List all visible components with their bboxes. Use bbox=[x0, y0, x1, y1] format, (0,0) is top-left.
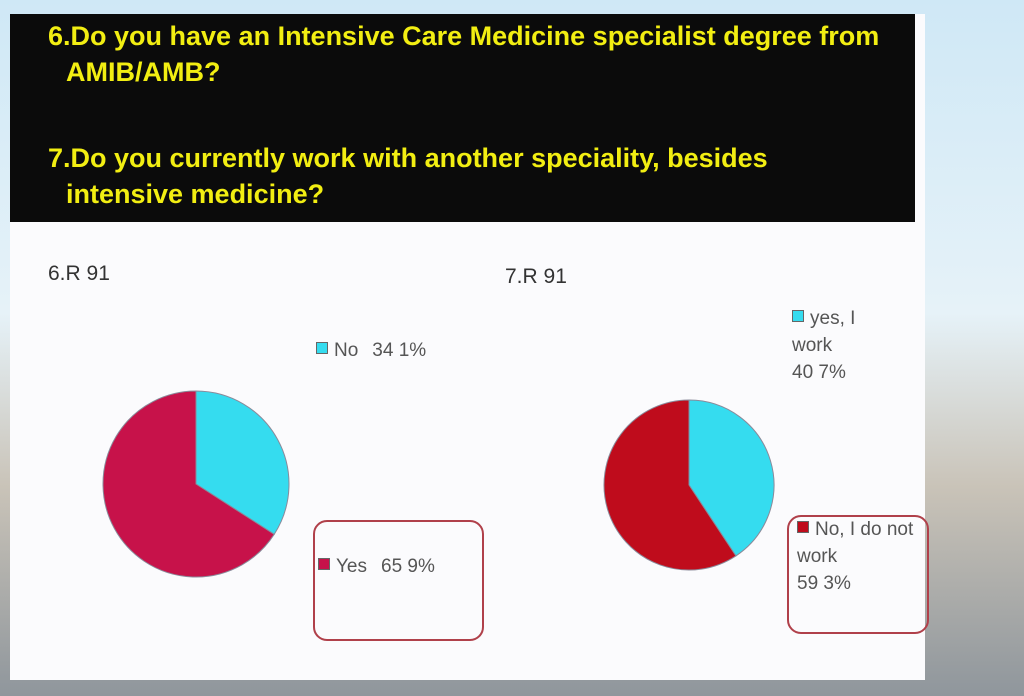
question: 7.Do you currently work with another spe… bbox=[48, 143, 768, 209]
legend-label: Yes bbox=[336, 556, 367, 577]
legend-box bbox=[313, 520, 484, 641]
legend-marker bbox=[316, 342, 328, 354]
question: 6.Do you have an Intensive Care Medicine… bbox=[48, 21, 880, 87]
legend-marker bbox=[318, 558, 330, 570]
chart-title: 6.R 91 bbox=[48, 262, 110, 285]
legend-label: yes, I work bbox=[792, 308, 856, 356]
legend-box bbox=[787, 515, 929, 634]
legend-marker bbox=[797, 521, 809, 533]
legend-entry: yes, I work 40 7% bbox=[792, 305, 884, 386]
value-label: 34 1% bbox=[372, 340, 427, 361]
legend-label: No, I do not work bbox=[797, 519, 914, 567]
pie-slice bbox=[102, 390, 275, 578]
value-label: 40 7% bbox=[792, 362, 846, 383]
legend-entry: No 34 1% bbox=[316, 337, 486, 364]
legend-entry: No, I do not work 59 3% bbox=[797, 516, 919, 597]
slide-header: 6.Do you have an Intensive Care Medicine… bbox=[10, 14, 915, 222]
legend-marker bbox=[792, 310, 804, 322]
legend-label: No bbox=[334, 340, 359, 361]
pie-slice bbox=[603, 399, 737, 571]
legend-entry: Yes 65 9% bbox=[318, 553, 478, 580]
value-label: 59 3% bbox=[797, 573, 851, 594]
chart-title: 7.R 91 bbox=[505, 265, 567, 288]
value-label: 65 9% bbox=[381, 556, 435, 577]
